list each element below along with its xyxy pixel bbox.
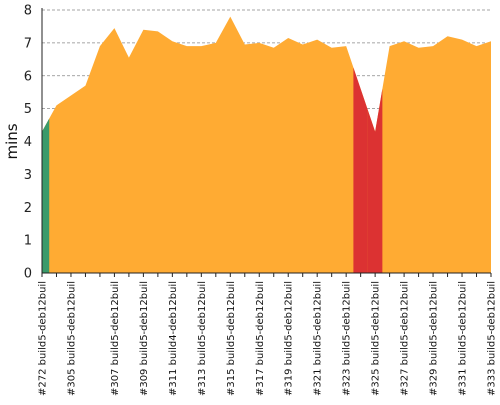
y-tick-label-1: 1: [24, 234, 32, 249]
y-tick-label-0: 0: [24, 267, 32, 282]
build-status-band-failure: [353, 67, 368, 273]
duration-area-series: [42, 16, 491, 274]
y-tick-label-8: 8: [24, 4, 32, 19]
x-tick-label: #317 build5-deb12buil: [255, 281, 266, 396]
duration-area: [42, 16, 491, 273]
y-axis-label: mins: [3, 123, 21, 159]
x-tick-label: #272 build5-deb12buil: [38, 281, 49, 396]
x-tick-label: #327 build5-deb12buil: [400, 281, 411, 396]
x-tick-label: #319 build5-deb12buil: [284, 281, 295, 396]
y-tick-label-3: 3: [24, 168, 32, 183]
y-tick-label-7: 7: [24, 36, 32, 51]
x-tick-label: #325 build5-deb12buil: [371, 281, 382, 396]
axes: [41, 8, 492, 277]
x-tick-labels: #272 build5-deb12buil #305 build5-deb12bu…: [38, 281, 498, 396]
x-tick-label: #333 build5-deb12buil: [487, 281, 498, 396]
x-tick-label: #309 build5-deb12buil: [139, 281, 150, 396]
x-tick-label: #305 build5-deb12buil: [66, 281, 77, 396]
x-tick-label: #323 build5-deb12buil: [342, 281, 353, 396]
x-tick-label: #331 build5-deb12buil: [458, 281, 469, 396]
y-tick-label-4: 4: [24, 135, 32, 150]
y-tick-labels: 0 1 2 3 4 5 6 7 8: [24, 4, 32, 282]
x-tick-label: #313 build5-deb12buil: [197, 281, 208, 396]
x-tick-label: #307 build5-deb12buil: [110, 281, 121, 396]
x-tick-label: #329 build5-deb12buil: [429, 281, 440, 396]
x-tick-label: #315 build5-deb12buil: [226, 281, 237, 396]
build-status-band-first: [42, 118, 50, 273]
x-tick-label: #311 build4-deb12buil: [168, 281, 179, 396]
y-tick-label-6: 6: [24, 69, 32, 84]
x-tick-label: #321 build5-deb12buil: [313, 281, 324, 396]
build-status-band-failure: [367, 88, 383, 274]
y-tick-label-2: 2: [24, 201, 32, 216]
y-tick-label-5: 5: [24, 102, 32, 117]
